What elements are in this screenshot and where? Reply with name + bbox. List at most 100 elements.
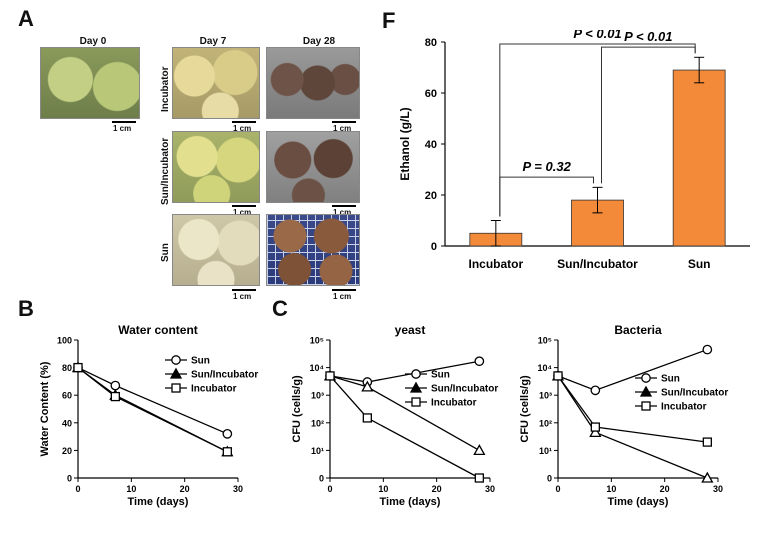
y-tick-label-4: 80 — [62, 363, 72, 373]
day-label-7: Day 7 — [199, 36, 227, 47]
y-tick-label-0: 0 — [319, 474, 324, 484]
y-tick-label-0: 0 — [431, 241, 437, 253]
data-point-2-0 — [325, 371, 335, 381]
photo-day28-sun-incubator — [266, 131, 360, 203]
y-tick-label-5: 10⁵ — [310, 336, 324, 346]
legend-label-0: Sun — [431, 370, 450, 381]
y-tick-label-2: 40 — [425, 139, 437, 151]
data-point-2-1 — [362, 413, 372, 423]
day-label-28: Day 28 — [302, 36, 336, 47]
series-line-0 — [329, 360, 480, 383]
x-tick-label-1: 10 — [378, 484, 388, 494]
photo-day0 — [40, 47, 140, 119]
y-tick-label-0: 0 — [547, 474, 552, 484]
scale-bar-day7-incubator — [232, 121, 256, 123]
caption-strip — [0, 524, 771, 534]
significance-label-2: P < 0.01 — [573, 30, 621, 41]
significance-label-1: P < 0.01 — [624, 30, 672, 44]
legend-marker-1 — [639, 385, 653, 397]
scale-bar-day0 — [112, 121, 136, 123]
x-axis-label: Time (days) — [380, 496, 441, 508]
photo-day28-sun — [266, 214, 360, 286]
data-point-0-2 — [222, 428, 233, 439]
panel-letter-f: F — [382, 8, 396, 33]
scale-label-day28-sun: 1 cm — [333, 292, 352, 301]
scale-label-day7-sun: 1 cm — [233, 292, 252, 301]
chart-title: Bacteria — [614, 323, 662, 337]
x-tick-label-0: 0 — [75, 484, 80, 494]
data-point-1-2 — [701, 471, 714, 483]
row-label-sun: Sun — [160, 243, 171, 262]
yeast-cfu-chart: yeast 0 10¹ 10² 10³ 10⁴ 10⁵ 0 10 20 30 Time (days) C… — [291, 323, 498, 508]
legend-marker-1 — [169, 367, 183, 379]
scale-label-day28-incubator: 1 cm — [333, 124, 352, 133]
y-tick-label-5: 100 — [57, 336, 72, 346]
panel-letter-b: B — [18, 296, 34, 321]
photo-day7-sun-incubator — [172, 131, 260, 203]
bar-2 — [672, 69, 726, 247]
legend-label-0: Sun — [661, 374, 680, 385]
scale-label-day7-sun-incubator: 1 cm — [233, 208, 252, 217]
legend-label-2: Incubator — [431, 398, 477, 409]
y-tick-label-4: 10⁴ — [310, 363, 324, 373]
scale-bar-day7-sun-incubator — [232, 205, 256, 207]
y-tick-label-3: 10³ — [311, 391, 324, 401]
legend-marker-1 — [409, 381, 423, 393]
chart-title: Water content — [118, 323, 198, 337]
bacteria-cfu-chart: Bacteria 0 10¹ 10² 10³ 10⁴ 10⁵ 0 10 20 30 Time (day… — [520, 323, 728, 508]
y-tick-label-4: 10⁴ — [538, 363, 552, 373]
data-point-0-1 — [590, 385, 601, 396]
data-point-2-0 — [73, 362, 83, 373]
x-tick-label-2: 20 — [432, 484, 442, 494]
y-tick-label-3: 10³ — [539, 391, 552, 401]
y-axis-label: CFU (cells/g) — [520, 375, 531, 443]
ethanol-bar-chart: 0 20 40 60 80 Ethanol (g/L) Incubator Sun/Incub… — [398, 30, 750, 271]
panel-letter-a: A — [18, 6, 34, 31]
y-axis-label: Water Content (%) — [39, 361, 51, 456]
photo-day7-sun — [172, 214, 260, 286]
data-point-0-1 — [110, 380, 121, 391]
data-point-1-1 — [589, 426, 602, 438]
legend-label-2: Incubator — [661, 402, 707, 413]
legend-marker-0 — [171, 355, 181, 365]
data-point-0-2 — [702, 344, 713, 355]
scale-bar-day28-sun-incubator — [332, 205, 356, 207]
photo-day7-incubator — [172, 47, 260, 119]
y-tick-label-4: 80 — [425, 37, 437, 49]
row-label-sun-incubator: Sun/Incubator — [160, 137, 171, 205]
chart-title: yeast — [395, 323, 426, 337]
day-label-0: Day 0 — [79, 36, 107, 47]
x-tick-label-3: 30 — [233, 484, 243, 494]
scale-bar-day7-sun — [232, 289, 256, 291]
x-tick-label-0: Incubator — [468, 257, 523, 271]
y-tick-label-2: 10² — [311, 418, 324, 428]
x-tick-label-3: 30 — [485, 484, 495, 494]
data-point-0-2 — [474, 356, 485, 367]
y-axis-label: Ethanol (g/L) — [398, 107, 412, 180]
data-point-1-1 — [361, 380, 374, 392]
scale-label-day0: 1 cm — [113, 124, 132, 133]
y-tick-label-1: 10¹ — [539, 446, 552, 456]
x-tick-label-3: 30 — [713, 484, 723, 494]
y-tick-label-1: 20 — [62, 446, 72, 456]
legend-label-1: Sun/Incubator — [661, 388, 728, 399]
x-tick-label-1: 10 — [606, 484, 616, 494]
significance-bracket-2 — [499, 43, 696, 217]
y-tick-label-1: 10¹ — [311, 446, 324, 456]
data-point-2-2 — [222, 447, 232, 457]
legend-marker-2 — [411, 397, 421, 407]
y-tick-label-2: 10² — [539, 418, 552, 428]
scale-label-day28-sun-incubator: 1 cm — [333, 208, 352, 217]
data-point-1-2 — [473, 444, 486, 456]
legend-marker-2 — [641, 401, 651, 411]
y-axis-label: CFU (cells/g) — [291, 375, 303, 443]
panel-letter-c: C — [272, 296, 288, 321]
scale-bar-day28-incubator — [332, 121, 356, 123]
x-tick-label-1: 10 — [126, 484, 136, 494]
x-tick-label-1: Sun/Incubator — [557, 257, 638, 271]
scale-label-day7-incubator: 1 cm — [233, 124, 252, 133]
legend-label-0: Sun — [191, 356, 210, 367]
legend-label-1: Sun/Incubator — [431, 384, 498, 395]
legend-marker-0 — [411, 369, 421, 379]
data-point-2-2 — [702, 437, 712, 447]
